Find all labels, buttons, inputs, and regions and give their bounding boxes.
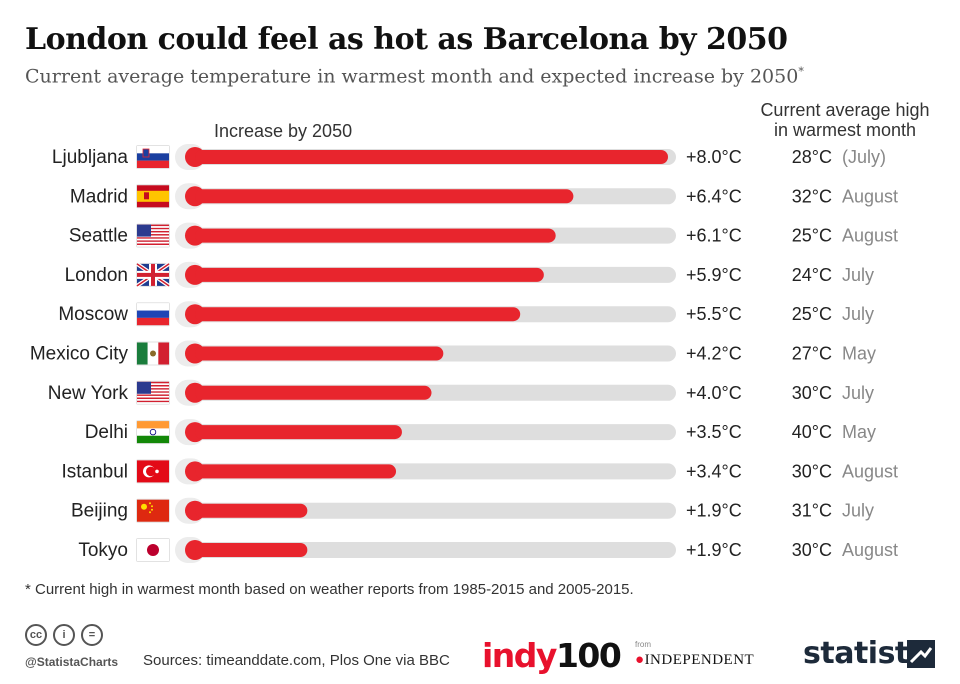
bar <box>195 425 402 440</box>
current-high-label: 30°C <box>792 461 832 481</box>
month-label: July <box>842 501 874 521</box>
current-high-label: 30°C <box>792 540 832 560</box>
current-high-label: 27°C <box>792 344 832 364</box>
value-label: +6.1°C <box>686 226 742 246</box>
bar <box>195 464 397 479</box>
independent-logo: ●INDEPENDENT <box>635 652 755 668</box>
month-label: May <box>842 344 876 364</box>
bar <box>195 543 308 557</box>
current-high-label: 28°C <box>792 147 832 167</box>
mexico-flag <box>136 341 170 366</box>
city-label: Moscow <box>58 304 128 325</box>
bar <box>195 503 308 518</box>
city-label: Seattle <box>69 226 128 247</box>
month-label: May <box>842 422 876 442</box>
bar <box>195 267 544 282</box>
value-label: +5.9°C <box>686 265 742 285</box>
from-label: from <box>635 640 651 649</box>
city-label: New York <box>48 383 129 404</box>
sources-text: Sources: timeanddate.com, Plos One via B… <box>143 652 450 669</box>
month-label: August <box>842 540 898 560</box>
city-label: Beijing <box>71 501 128 522</box>
current-high-label: 40°C <box>792 422 832 442</box>
usa-flag <box>136 223 170 248</box>
bar-track <box>185 502 676 519</box>
russia-flag <box>136 302 170 327</box>
current-high-label: 25°C <box>792 226 832 246</box>
uk-flag <box>135 262 171 288</box>
value-label: +3.4°C <box>686 461 742 481</box>
statista-logo-mark <box>907 640 935 668</box>
spain-flag <box>136 184 170 209</box>
city-label: Mexico City <box>30 344 129 365</box>
value-label: +3.5°C <box>686 422 742 442</box>
turkey-flag <box>136 459 170 484</box>
current-high-label: 24°C <box>792 265 832 285</box>
thermometer-bar-chart: Ljubljana +8.0°C 28°C (July) Madrid +6.4°C 32°… <box>30 144 898 563</box>
japan-flag <box>136 538 170 562</box>
no-derivatives-icon: = <box>81 624 103 646</box>
current-high-label: 30°C <box>792 383 832 403</box>
value-label: +4.0°C <box>686 383 742 403</box>
month-label: July <box>842 304 874 324</box>
attribution-icon: i <box>53 624 75 646</box>
city-label: Delhi <box>85 422 128 443</box>
usa-flag <box>136 380 170 405</box>
current-high-label: 25°C <box>792 304 832 324</box>
value-label: +1.9°C <box>686 540 742 560</box>
month-label: (July) <box>842 147 886 167</box>
bar <box>195 346 444 361</box>
chart-subtitle: Current average temperature in warmest m… <box>25 65 804 88</box>
cc-icon: cc <box>25 624 47 646</box>
slovenia-flag <box>136 145 170 169</box>
current-high-header: Current average high in warmest month <box>760 100 930 140</box>
month-label: August <box>842 461 898 481</box>
city-label: Tokyo <box>78 540 128 561</box>
chart-title: London could feel as hot as Barcelona by… <box>25 22 788 57</box>
bar <box>195 385 432 400</box>
creative-commons-icons: cc i = <box>25 624 103 646</box>
india-flag <box>136 420 170 445</box>
bar <box>195 307 521 322</box>
indy100-logo: indy100 <box>482 636 622 675</box>
city-label: Madrid <box>70 186 128 207</box>
value-label: +1.9°C <box>686 501 742 521</box>
bar <box>195 189 574 204</box>
month-label: August <box>842 226 898 246</box>
month-label: August <box>842 186 898 206</box>
value-label: +5.5°C <box>686 304 742 324</box>
increase-header: Increase by 2050 <box>214 121 353 141</box>
city-label: Ljubljana <box>52 147 128 168</box>
city-label: Istanbul <box>61 461 128 482</box>
footnote: * Current high in warmest month based on… <box>25 581 634 598</box>
statista-handle: @StatistaCharts <box>25 655 119 669</box>
city-label: London <box>65 265 128 286</box>
bar <box>195 150 668 164</box>
value-label: +6.4°C <box>686 186 742 206</box>
value-label: +8.0°C <box>686 147 742 167</box>
month-label: July <box>842 383 874 403</box>
bar <box>195 228 556 243</box>
value-label: +4.2°C <box>686 344 742 364</box>
current-high-label: 31°C <box>792 501 832 521</box>
china-flag <box>136 498 170 523</box>
month-label: July <box>842 265 874 285</box>
current-high-label: 32°C <box>792 186 832 206</box>
bar-track <box>185 542 676 558</box>
